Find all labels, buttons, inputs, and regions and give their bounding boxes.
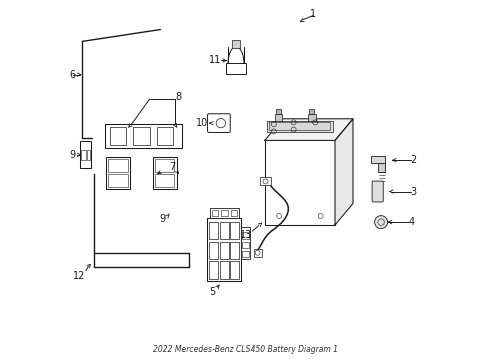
Text: 11: 11 bbox=[209, 55, 221, 66]
Text: 7: 7 bbox=[169, 162, 175, 172]
Bar bbox=[133, 127, 149, 145]
Bar bbox=[243, 242, 249, 248]
Text: 8: 8 bbox=[175, 92, 181, 102]
Bar bbox=[274, 114, 282, 121]
Bar bbox=[308, 114, 316, 121]
Bar bbox=[243, 251, 249, 257]
Circle shape bbox=[374, 216, 388, 229]
Text: 3: 3 bbox=[411, 186, 416, 197]
Polygon shape bbox=[335, 119, 353, 225]
Text: 9: 9 bbox=[70, 150, 76, 160]
Bar bbox=[221, 210, 228, 216]
Bar bbox=[153, 157, 176, 189]
Bar bbox=[108, 159, 127, 172]
Text: 6: 6 bbox=[70, 69, 76, 80]
Bar bbox=[230, 242, 239, 259]
Bar bbox=[220, 222, 229, 239]
Bar bbox=[309, 109, 314, 114]
Text: 5: 5 bbox=[209, 287, 215, 297]
FancyBboxPatch shape bbox=[208, 114, 230, 132]
Bar bbox=[254, 249, 262, 257]
Bar bbox=[106, 157, 130, 189]
Bar bbox=[267, 121, 333, 132]
Bar bbox=[81, 150, 86, 160]
Bar bbox=[155, 174, 174, 187]
Bar bbox=[87, 150, 90, 160]
Bar bbox=[243, 232, 249, 239]
Text: 9: 9 bbox=[160, 214, 166, 224]
Bar bbox=[261, 177, 270, 185]
Bar bbox=[210, 208, 239, 218]
Bar bbox=[265, 140, 335, 225]
Bar bbox=[104, 124, 182, 148]
Bar bbox=[212, 210, 219, 216]
Text: 2022 Mercedes-Benz CLS450 Battery Diagram 1: 2022 Mercedes-Benz CLS450 Battery Diagra… bbox=[152, 345, 338, 354]
Bar bbox=[230, 261, 239, 279]
Text: 10: 10 bbox=[196, 118, 208, 128]
Bar bbox=[80, 141, 91, 168]
Bar bbox=[157, 127, 173, 145]
Bar bbox=[110, 127, 126, 145]
Bar bbox=[276, 109, 281, 114]
Bar bbox=[220, 242, 229, 259]
Bar bbox=[230, 222, 239, 239]
Text: 4: 4 bbox=[408, 217, 415, 227]
Bar bbox=[242, 227, 250, 259]
Bar bbox=[269, 122, 330, 130]
Text: 12: 12 bbox=[73, 271, 86, 282]
Bar bbox=[378, 163, 385, 172]
Bar bbox=[209, 222, 219, 239]
Bar bbox=[226, 63, 245, 74]
Bar bbox=[209, 261, 219, 279]
Text: 2: 2 bbox=[410, 155, 416, 165]
Text: 13: 13 bbox=[240, 230, 252, 240]
Text: 1: 1 bbox=[310, 9, 317, 19]
Bar bbox=[209, 242, 219, 259]
Polygon shape bbox=[265, 119, 353, 140]
Bar bbox=[220, 261, 229, 279]
Bar bbox=[231, 210, 237, 216]
FancyBboxPatch shape bbox=[372, 181, 383, 202]
Bar bbox=[108, 174, 127, 187]
Bar bbox=[371, 156, 385, 163]
Bar bbox=[155, 159, 174, 172]
Bar bbox=[207, 218, 242, 281]
Bar bbox=[232, 40, 240, 48]
